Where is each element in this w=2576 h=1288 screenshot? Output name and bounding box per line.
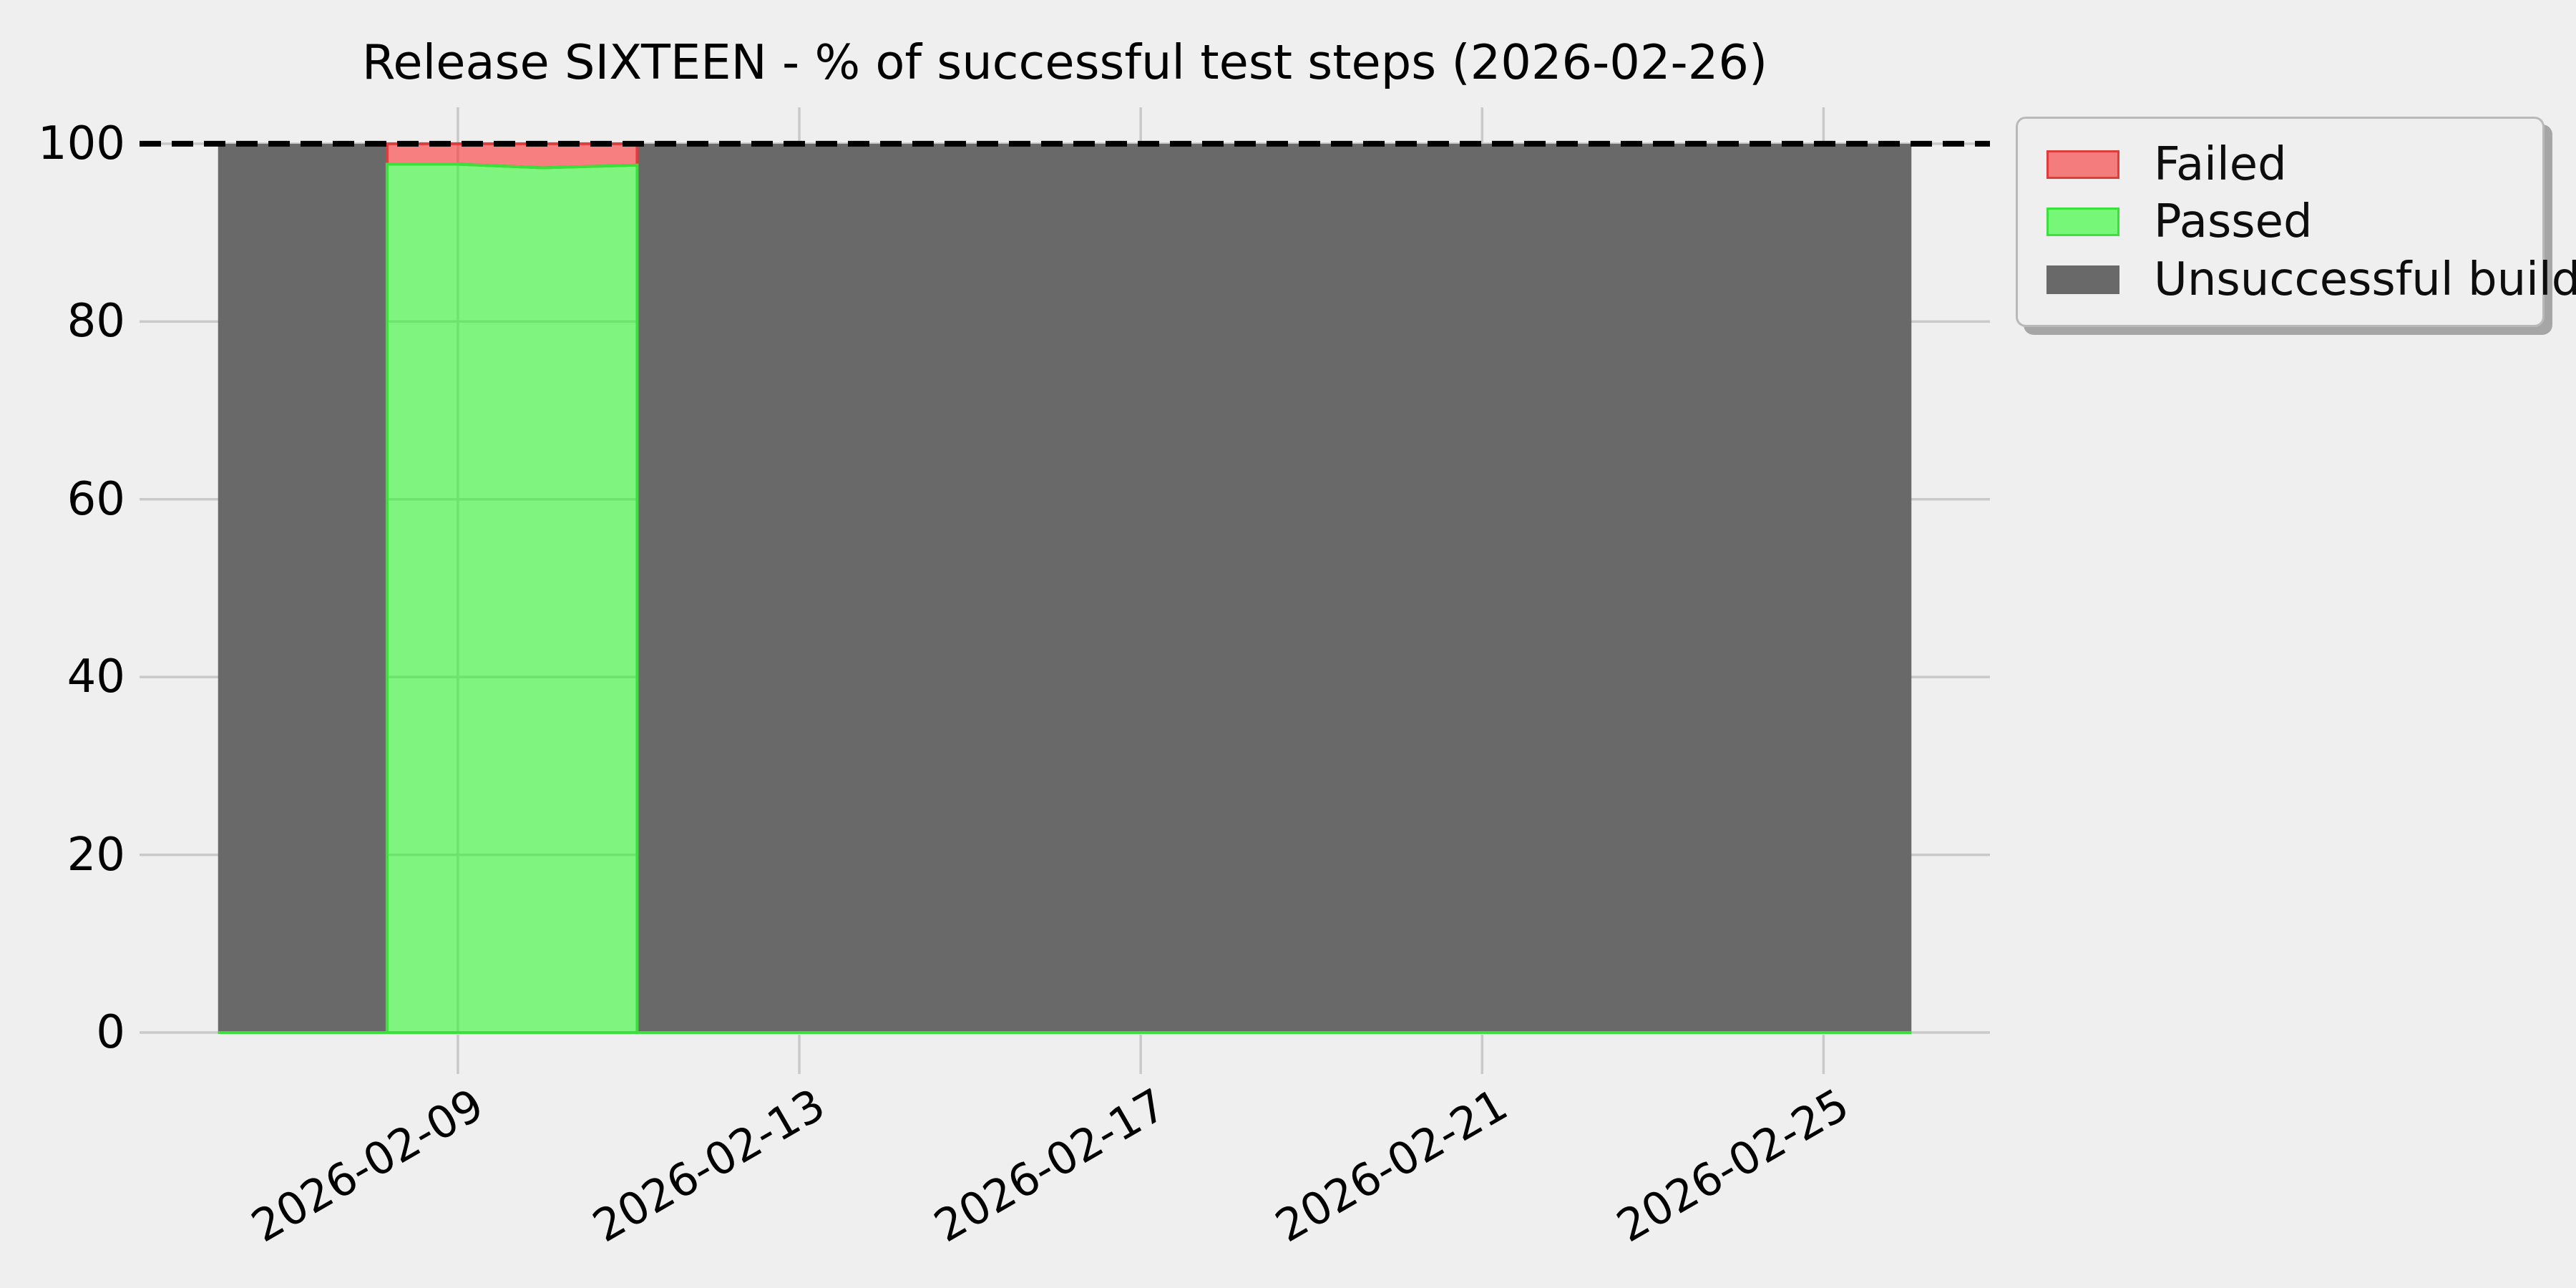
passed-area — [385, 162, 639, 1034]
legend-item: Unsuccessful builds — [2046, 255, 2576, 305]
legend-item: Failed — [2046, 140, 2514, 190]
legend-label: Unsuccessful builds — [2154, 253, 2576, 306]
unsuccessful-builds-area — [637, 143, 1912, 1033]
legend-label: Passed — [2154, 195, 2313, 248]
y-tick-label: 0 — [96, 1006, 125, 1059]
legend-label: Failed — [2154, 137, 2287, 191]
legend-item: Passed — [2046, 197, 2514, 247]
legend-swatch-icon — [2046, 150, 2119, 179]
unsuccessful-builds-area — [218, 143, 387, 1033]
chart-title: Release SIXTEEN - % of successful test s… — [361, 34, 1768, 90]
y-tick-label: 60 — [67, 472, 125, 526]
legend-swatch-icon — [2046, 265, 2119, 294]
y-tick-label: 20 — [67, 828, 125, 882]
legend: Failed Passed Unsuccessful builds — [2016, 117, 2576, 327]
y-tick-label: 40 — [67, 650, 125, 704]
y-tick-label: 100 — [37, 117, 125, 170]
legend-swatch-icon — [2046, 208, 2119, 236]
y-tick-label: 80 — [67, 295, 125, 348]
